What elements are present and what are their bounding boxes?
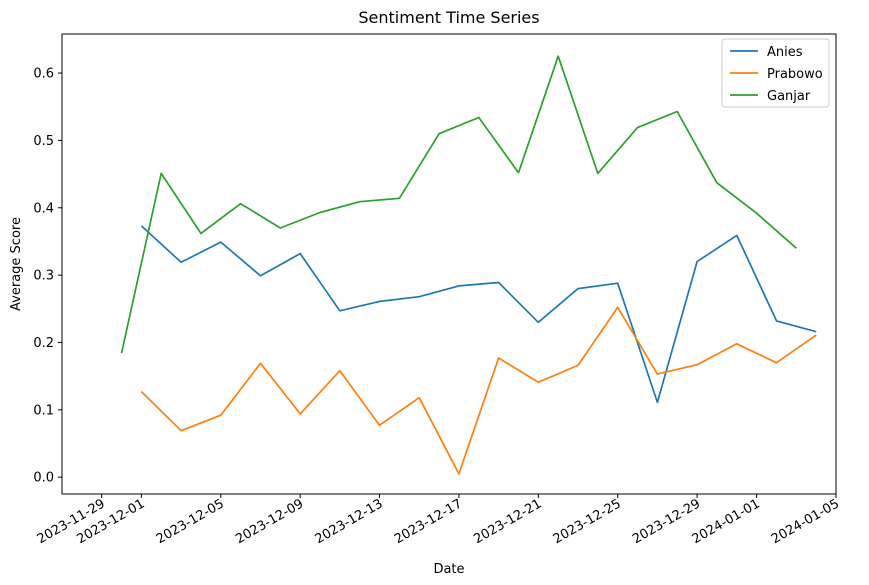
y-tick-label: 0.6 <box>33 67 54 82</box>
x-tick-label: 2023-12-25 <box>551 496 624 547</box>
x-axis-label: Date <box>433 562 464 577</box>
x-tick-label: 2023-12-17 <box>392 496 465 547</box>
legend-label: Prabowo <box>767 67 823 82</box>
legend-box <box>721 38 830 108</box>
y-tick-label: 0.3 <box>33 269 54 284</box>
y-tick-label: 0.4 <box>33 201 54 216</box>
x-tick-label: 2023-12-09 <box>233 496 306 547</box>
series-layer <box>120 55 817 475</box>
x-tick-label: 2024-01-01 <box>690 496 763 547</box>
y-axis: 0.0 0.1 0.2 0.3 0.4 0.5 0.6 <box>33 67 62 486</box>
y-tick-label: 0.2 <box>33 336 54 351</box>
y-axis-label: Average Score <box>9 217 24 311</box>
legend: Anies Prabowo Ganjar <box>721 38 830 108</box>
y-tick-label: 0.5 <box>33 134 54 149</box>
series-line-ganjar <box>120 55 797 354</box>
legend-label: Anies <box>767 45 803 60</box>
x-tick-label: 2023-12-13 <box>313 496 386 547</box>
x-tick-label: 2023-12-05 <box>154 496 227 547</box>
plot-area-frame <box>61 33 837 495</box>
y-tick-label: 0.1 <box>33 403 54 418</box>
series-line-prabowo <box>140 306 817 475</box>
chart-title: Sentiment Time Series <box>358 8 539 27</box>
x-tick-label: 2024-01-05 <box>769 496 842 547</box>
series-line-anies <box>140 225 817 404</box>
y-tick-label: 0.0 <box>33 471 54 486</box>
x-tick-label: 2023-12-21 <box>471 496 544 547</box>
legend-label: Ganjar <box>767 89 811 104</box>
